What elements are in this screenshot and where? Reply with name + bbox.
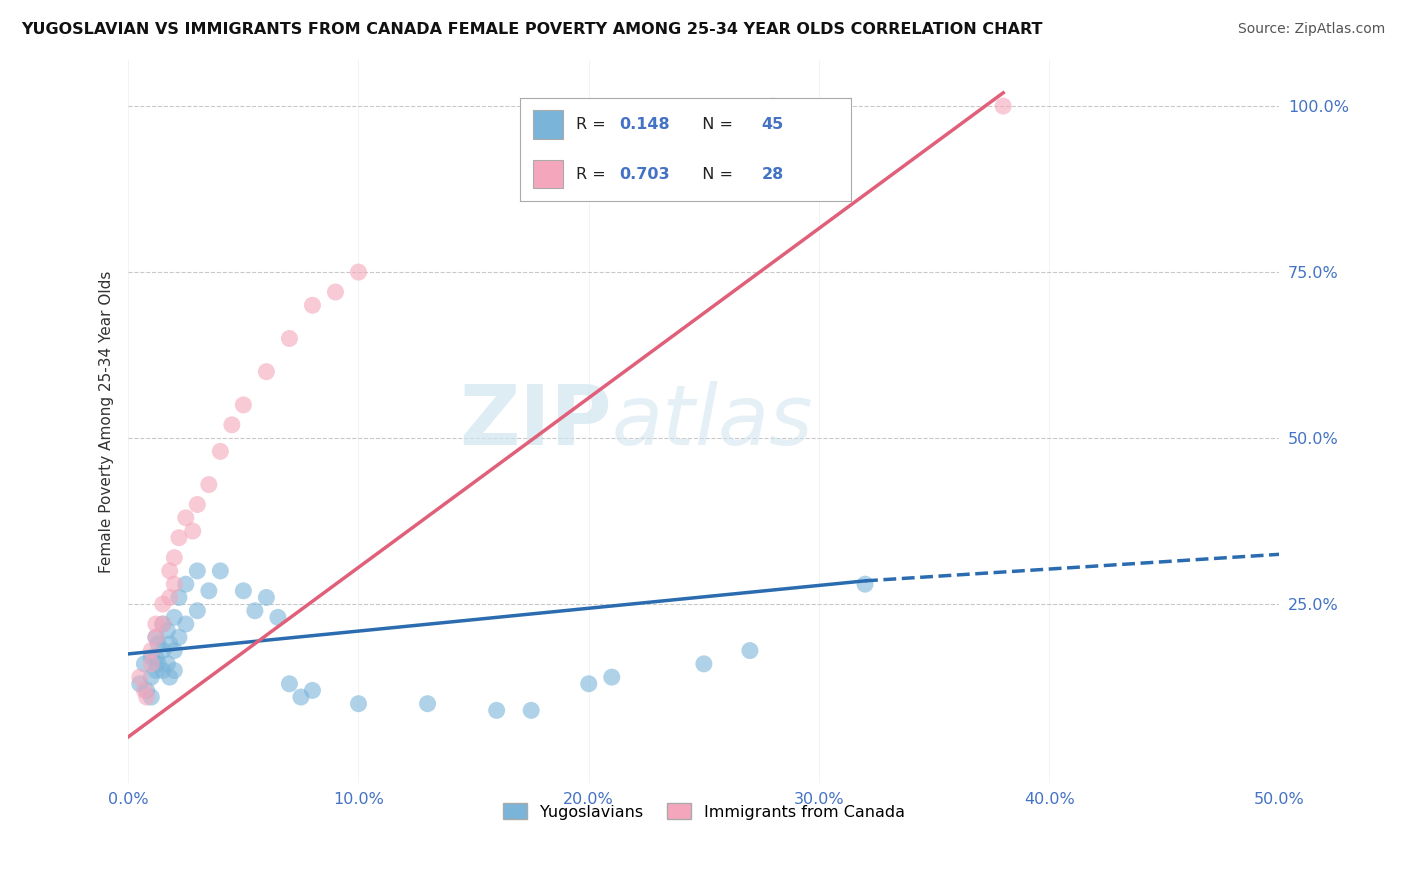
Point: [159, 670, 181, 684]
Point: [156, 657, 179, 671]
Point: [141, 690, 163, 704]
Point: [600, 670, 623, 684]
Text: atlas: atlas: [612, 381, 814, 462]
Point: [181, 524, 204, 538]
Point: [163, 577, 186, 591]
Point: [301, 683, 323, 698]
Text: 28: 28: [762, 167, 783, 182]
Point: [738, 643, 761, 657]
Text: Source: ZipAtlas.com: Source: ZipAtlas.com: [1237, 22, 1385, 37]
Point: [254, 591, 277, 605]
Text: 0.703: 0.703: [620, 167, 671, 182]
Point: [347, 697, 370, 711]
Text: 0.148: 0.148: [620, 117, 671, 132]
Point: [232, 583, 254, 598]
Text: R =: R =: [576, 117, 612, 132]
Point: [853, 577, 876, 591]
Point: [993, 99, 1015, 113]
Point: [232, 398, 254, 412]
Legend: Yugoslavians, Immigrants from Canada: Yugoslavians, Immigrants from Canada: [496, 797, 911, 826]
Point: [135, 690, 157, 704]
Point: [347, 265, 370, 279]
Point: [135, 683, 157, 698]
Point: [485, 703, 508, 717]
Point: [163, 550, 186, 565]
Point: [167, 531, 190, 545]
Point: [209, 564, 232, 578]
Point: [163, 610, 186, 624]
Point: [198, 477, 221, 491]
Point: [145, 617, 167, 632]
Point: [278, 331, 301, 345]
Y-axis label: Female Poverty Among 25-34 Year Olds: Female Poverty Among 25-34 Year Olds: [100, 270, 114, 573]
Point: [186, 604, 208, 618]
Point: [325, 285, 347, 299]
Point: [152, 617, 174, 632]
Point: [290, 690, 312, 704]
Point: [128, 677, 150, 691]
Point: [243, 604, 266, 618]
Point: [174, 510, 197, 524]
Point: [267, 610, 290, 624]
Point: [141, 670, 163, 684]
Text: YUGOSLAVIAN VS IMMIGRANTS FROM CANADA FEMALE POVERTY AMONG 25-34 YEAR OLDS CORRE: YUGOSLAVIAN VS IMMIGRANTS FROM CANADA FE…: [21, 22, 1043, 37]
Point: [167, 630, 190, 644]
Text: ZIP: ZIP: [460, 381, 612, 462]
Point: [163, 664, 186, 678]
Point: [141, 650, 163, 665]
Point: [209, 444, 232, 458]
Point: [145, 650, 167, 665]
Point: [152, 597, 174, 611]
Point: [145, 664, 167, 678]
Point: [148, 637, 170, 651]
Point: [167, 591, 190, 605]
Point: [301, 298, 323, 312]
Point: [156, 624, 179, 638]
Point: [254, 365, 277, 379]
Point: [416, 697, 439, 711]
Point: [578, 677, 600, 691]
Point: [152, 664, 174, 678]
Point: [693, 657, 716, 671]
Point: [520, 703, 543, 717]
Point: [163, 643, 186, 657]
Point: [762, 99, 785, 113]
Point: [152, 617, 174, 632]
Point: [186, 564, 208, 578]
Point: [174, 577, 197, 591]
Point: [159, 637, 181, 651]
Text: N =: N =: [692, 167, 738, 182]
Point: [141, 657, 163, 671]
Text: 45: 45: [762, 117, 783, 132]
Point: [128, 670, 150, 684]
Point: [134, 657, 156, 671]
Point: [148, 657, 170, 671]
Point: [278, 677, 301, 691]
Point: [134, 683, 156, 698]
Text: R =: R =: [576, 167, 612, 182]
Point: [159, 564, 181, 578]
Point: [141, 643, 163, 657]
Point: [145, 630, 167, 644]
Point: [198, 583, 221, 598]
FancyBboxPatch shape: [533, 111, 564, 139]
Point: [159, 591, 181, 605]
FancyBboxPatch shape: [533, 160, 564, 188]
Point: [186, 498, 208, 512]
Point: [145, 630, 167, 644]
Text: N =: N =: [692, 117, 738, 132]
Point: [174, 617, 197, 632]
Point: [221, 417, 243, 432]
Point: [152, 643, 174, 657]
